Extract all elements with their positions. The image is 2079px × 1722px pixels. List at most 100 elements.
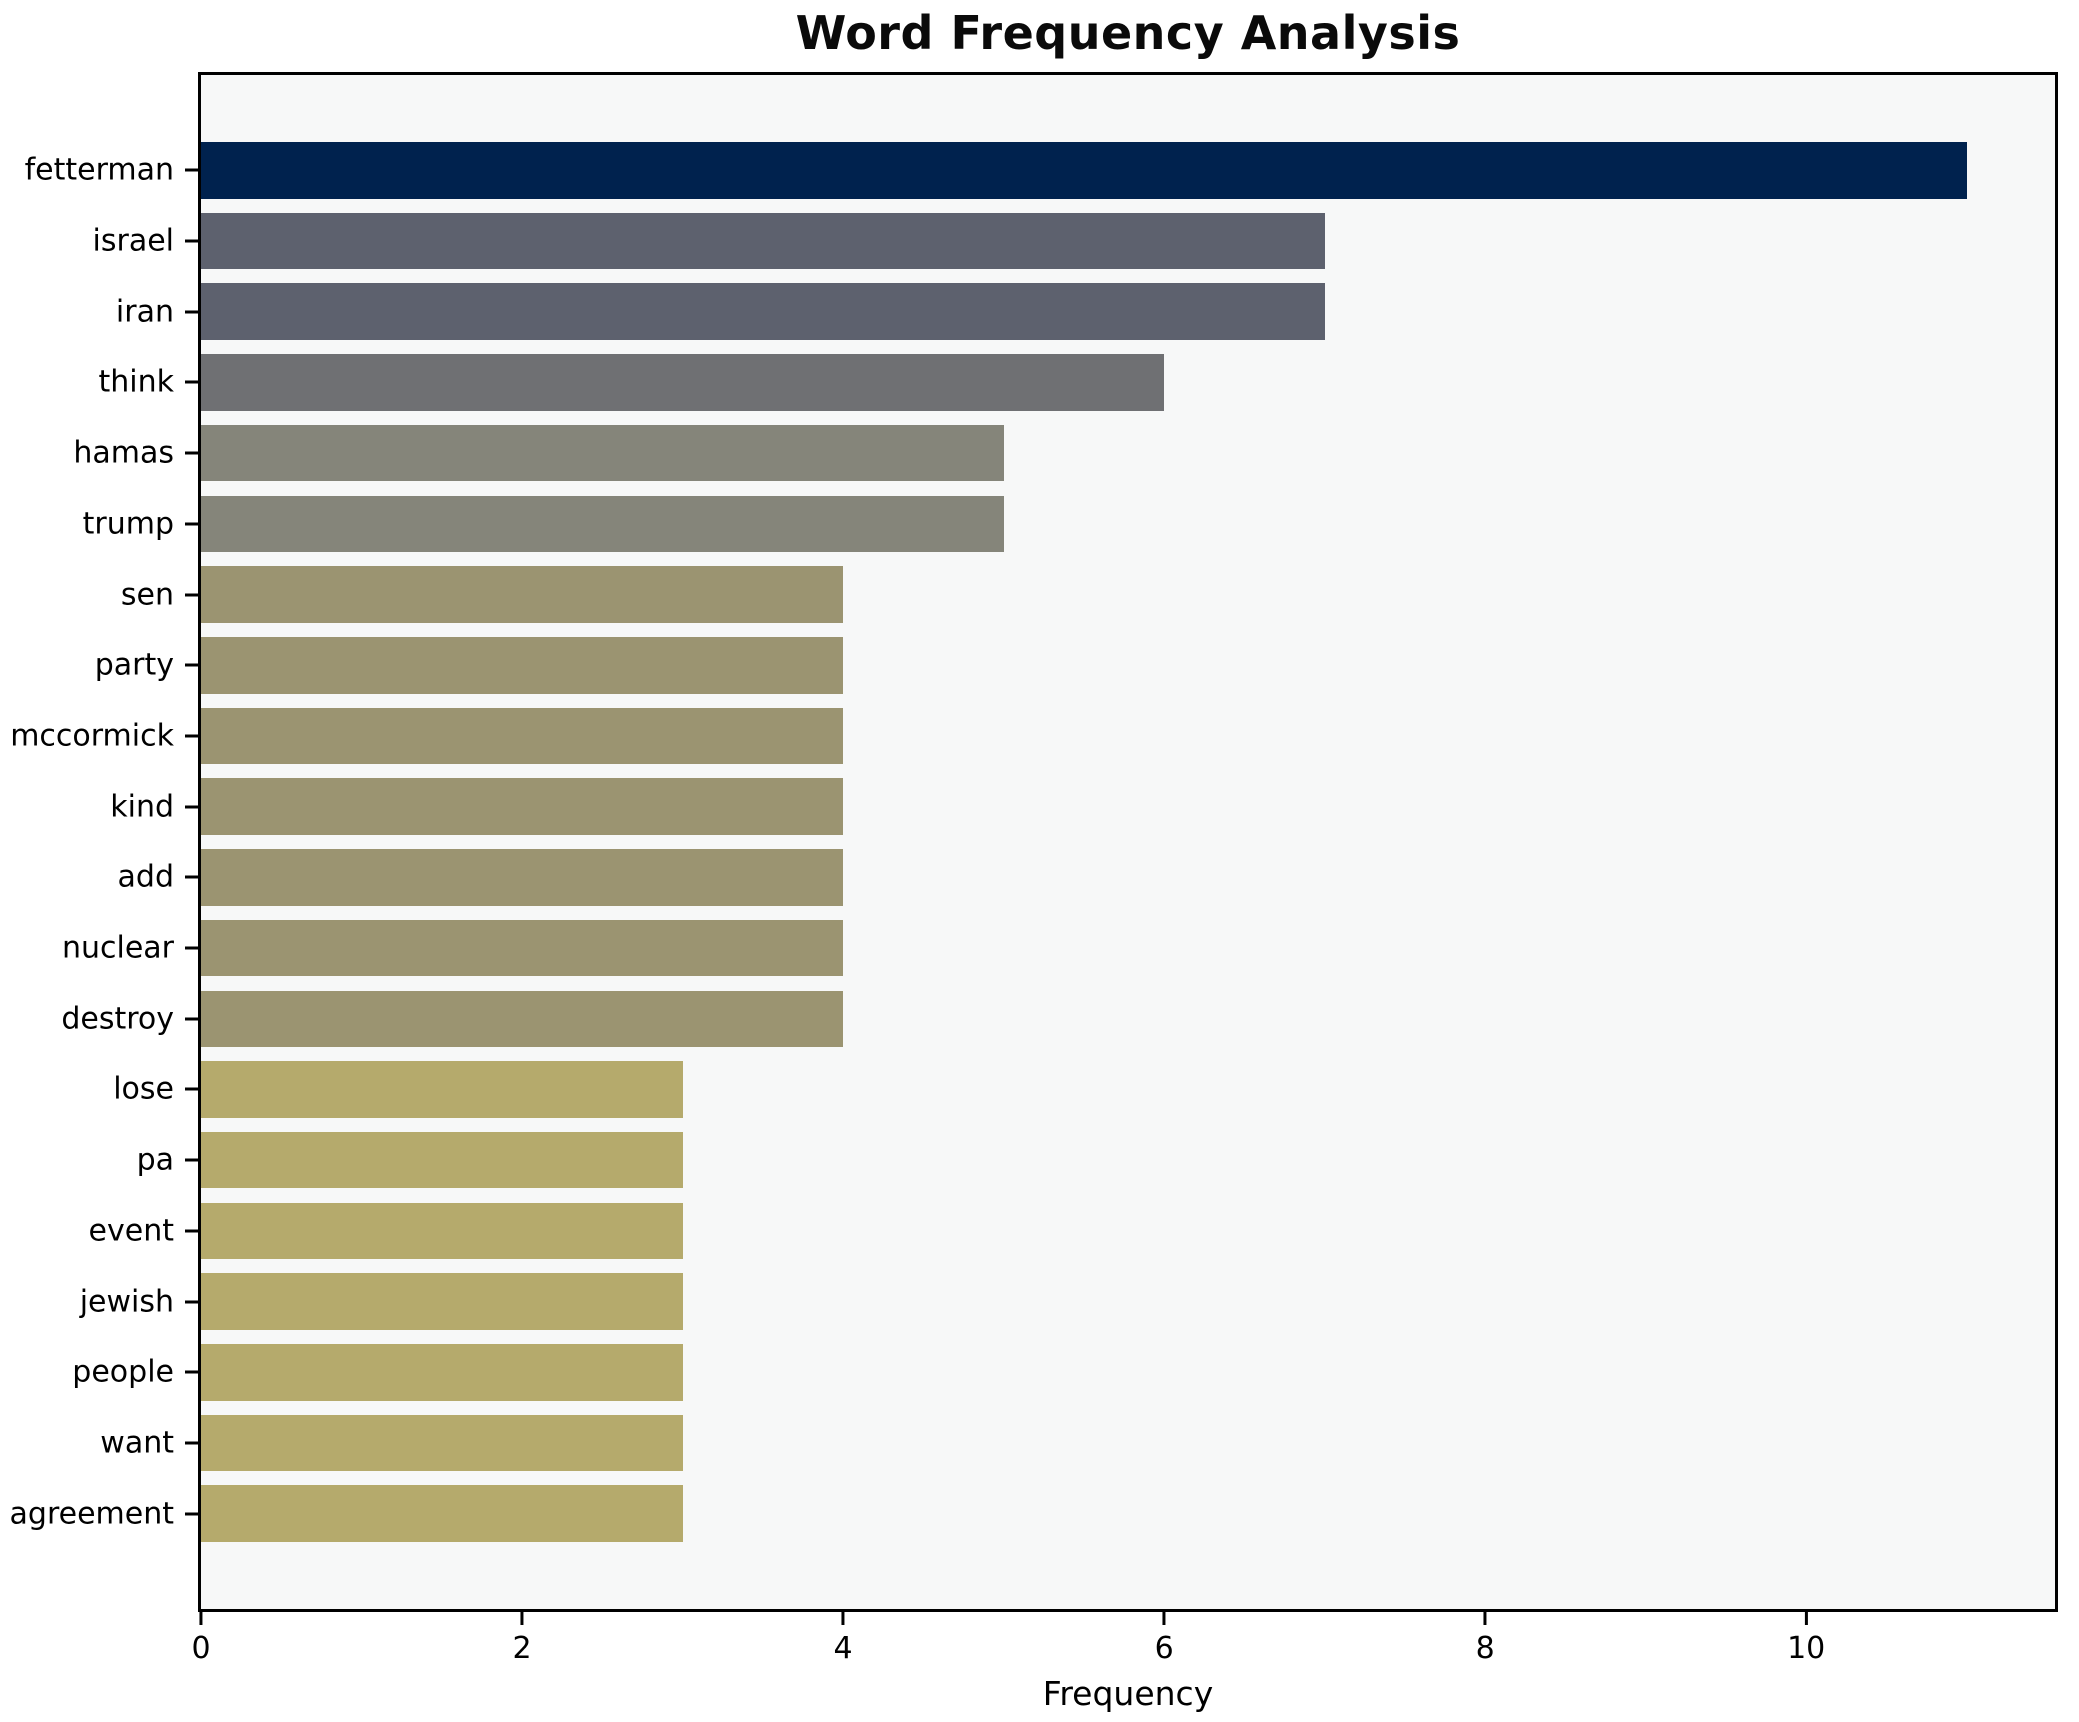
bar-row: agreement (10, 1478, 2055, 1549)
bar (201, 1344, 683, 1401)
y-tick-label: hamas (73, 435, 174, 471)
bar (201, 990, 844, 1048)
y-tick-label: nuclear (61, 930, 174, 966)
x-tick-label: 2 (512, 1631, 532, 1666)
bar (201, 424, 1004, 482)
bar (201, 778, 844, 835)
bar-row: trump (83, 489, 2055, 560)
bar-row: destroy (61, 983, 2055, 1054)
y-tick-label: israel (92, 223, 174, 259)
bar-row: lose (113, 1054, 2055, 1125)
bar-row: pa (137, 1125, 2055, 1196)
y-tick-label: sen (120, 577, 174, 613)
x-tick-mark (1162, 1612, 1166, 1625)
y-tick-label: pa (136, 1142, 174, 1178)
bar-row: jewish (80, 1266, 2055, 1337)
bar-row: want (100, 1408, 2055, 1479)
bar (201, 495, 1004, 553)
plot-rows: fetterman israel iran think hamas trump sen par… (10, 135, 2055, 1549)
y-tick-mark (185, 1229, 198, 1233)
y-tick-mark (185, 1158, 198, 1162)
y-tick-label: iran (115, 294, 174, 330)
bar (201, 142, 1967, 199)
bar-row: think (99, 347, 2055, 418)
y-tick-mark (185, 380, 198, 384)
x-tick: 8 (1476, 1612, 1495, 1666)
bar-row: party (95, 630, 2055, 701)
x-tick: 2 (512, 1612, 532, 1666)
x-tick-mark (1483, 1612, 1487, 1625)
y-tick-label: jewish (79, 1284, 174, 1320)
y-tick-label: party (94, 647, 174, 683)
x-tick: 10 (1787, 1612, 1825, 1666)
bar-row: event (89, 1196, 2055, 1267)
x-tick-label: 4 (833, 1631, 853, 1666)
y-tick-mark (185, 1017, 198, 1021)
y-tick-mark (185, 239, 198, 243)
y-tick-mark (185, 805, 198, 809)
y-tick-label: add (117, 859, 174, 895)
x-tick-label: 8 (1475, 1631, 1495, 1666)
bar-row: kind (110, 771, 2055, 842)
bar-row: iran (116, 276, 2055, 347)
y-tick-label: fetterman (24, 152, 174, 188)
y-tick-label: agreement (9, 1496, 174, 1532)
y-tick-mark (185, 451, 198, 455)
bar (201, 283, 1325, 341)
y-tick-mark (185, 522, 198, 526)
x-axis-title: Frequency (1042, 1674, 1214, 1713)
bar-row: mccormick (10, 701, 2055, 772)
chart-title: Word Frequency Analysis (795, 6, 1461, 60)
bar-row: add (118, 842, 2055, 913)
x-tick-label: 0 (191, 1631, 211, 1666)
bar (201, 354, 1165, 411)
y-tick-mark (185, 1300, 198, 1304)
bar-row: fetterman (25, 135, 2055, 206)
y-tick-label: trump (82, 506, 174, 542)
bar (201, 1414, 683, 1472)
y-tick-mark (185, 310, 198, 314)
y-tick-label: people (72, 1354, 174, 1390)
bar (201, 636, 844, 694)
bar (201, 707, 844, 765)
bar-row: israel (93, 206, 2055, 277)
x-tick-mark (520, 1612, 524, 1625)
bar (201, 1061, 683, 1118)
y-tick-mark (185, 663, 198, 667)
x-tick-label: 6 (1154, 1631, 1174, 1666)
x-tick: 6 (1155, 1612, 1174, 1666)
y-tick-label: think (98, 364, 175, 400)
y-tick-mark (185, 946, 198, 950)
plot-area: fetterman israel iran think hamas trump sen par… (10, 72, 2058, 1612)
bar (201, 212, 1325, 270)
bar-row: sen (121, 559, 2055, 630)
x-tick-mark (1804, 1612, 1808, 1625)
y-tick-label: mccormick (10, 718, 174, 754)
x-tick-mark (199, 1612, 203, 1625)
y-tick-mark (185, 875, 198, 879)
bar (201, 919, 844, 977)
bar (201, 849, 844, 906)
x-axis-ticks: 0 2 4 6 8 10 (191, 1612, 2055, 1672)
y-tick-mark (185, 1087, 198, 1091)
bar (201, 1202, 683, 1260)
bar-row: people (72, 1337, 2055, 1408)
bar-row: hamas (73, 418, 2055, 489)
x-tick: 4 (834, 1612, 853, 1666)
y-tick-mark (185, 1512, 198, 1516)
bar-row: nuclear (62, 913, 2055, 984)
y-tick-label: lose (113, 1071, 174, 1107)
y-tick-mark (185, 1441, 198, 1445)
y-tick-label: kind (110, 789, 174, 825)
bar (201, 1485, 683, 1542)
y-tick-mark (185, 593, 198, 597)
x-tick-label: 10 (1787, 1631, 1826, 1666)
x-tick-mark (841, 1612, 845, 1625)
y-tick-mark (185, 1370, 198, 1374)
bar (201, 566, 844, 623)
y-tick-label: destroy (61, 1001, 174, 1037)
y-tick-label: event (88, 1213, 174, 1249)
bar (201, 1273, 683, 1330)
y-tick-label: want (100, 1425, 174, 1461)
